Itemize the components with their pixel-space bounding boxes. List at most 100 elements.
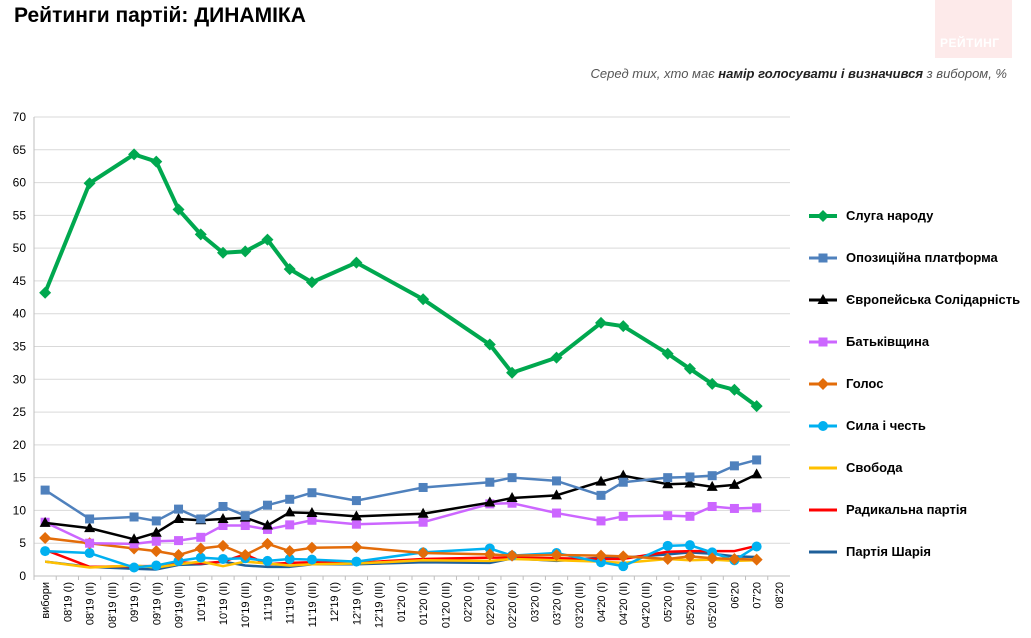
series-0-line xyxy=(43,152,758,408)
x-tick-label: 08'19 (II) xyxy=(85,582,97,625)
y-tick-label: 10 xyxy=(13,503,27,517)
logo-text: РЕЙТИНГ xyxy=(940,36,1000,50)
x-tick-label: вибори xyxy=(40,582,52,619)
series-4-point xyxy=(417,547,430,560)
series-2-point xyxy=(728,478,740,489)
series-2-line xyxy=(44,473,758,541)
series-5-point xyxy=(662,540,673,551)
x-tick-label: 05'20 (III) xyxy=(707,582,719,628)
series-2-point xyxy=(128,533,140,544)
series-2-point xyxy=(417,507,429,518)
series-1-point xyxy=(418,482,428,492)
series-4-point xyxy=(550,549,563,562)
series-0-point xyxy=(550,351,563,364)
x-tick-label: 09'19 (II) xyxy=(151,582,163,625)
legend-swatch xyxy=(809,294,837,304)
series-0-point xyxy=(39,286,52,299)
series-5-point xyxy=(195,552,206,563)
y-tick-label: 20 xyxy=(13,438,27,452)
series-2-point xyxy=(484,496,496,507)
series-4-point xyxy=(172,549,185,562)
legend-label: Голос xyxy=(846,376,884,391)
series-0-point xyxy=(350,256,363,269)
legend-item: Партія Шарія xyxy=(808,542,1031,562)
series-3-point xyxy=(240,521,250,531)
x-tick-label: 10'19 (II) xyxy=(218,582,230,625)
series-3-point xyxy=(307,515,317,525)
legend-label: Батьківщина xyxy=(846,334,930,349)
x-tick-label: 04'20 (I) xyxy=(596,582,608,622)
series-1-point xyxy=(196,514,206,524)
x-tick-label: 08'19 (III) xyxy=(107,582,119,628)
series-3-point xyxy=(663,511,673,521)
series-0-point xyxy=(706,377,719,390)
x-tick-label: 01'20 (III) xyxy=(440,582,452,628)
series-3-point xyxy=(418,517,428,527)
legend-item: Голос xyxy=(808,374,1031,394)
series-2-point xyxy=(284,506,296,517)
series-2-point xyxy=(551,489,563,500)
legend-swatch xyxy=(809,466,837,470)
legend-item: Слуга народу xyxy=(808,206,1031,226)
y-tick-label: 50 xyxy=(13,241,27,255)
series-4-point xyxy=(617,550,630,563)
x-tick-label: 05'20 (I) xyxy=(663,582,675,622)
series-0-point xyxy=(194,228,207,241)
series-0-point xyxy=(483,338,496,351)
series-0-point xyxy=(683,362,696,375)
legend-swatch xyxy=(809,378,837,390)
legend-swatch xyxy=(809,210,837,222)
legend-item: Сила і честь xyxy=(808,416,1031,436)
series-1-point xyxy=(262,500,272,510)
series-2-point xyxy=(595,475,607,486)
series-0-point xyxy=(239,245,252,258)
page-title: Рейтинги партій: ДИНАМІКА xyxy=(14,4,306,27)
x-tick-label: 10'19 (III) xyxy=(240,582,252,628)
x-tick-label: 04'20 (III) xyxy=(640,582,652,628)
legend-swatch-marker xyxy=(817,294,829,304)
series-1-point xyxy=(618,477,628,487)
series-1-point xyxy=(729,461,739,471)
series-4-point xyxy=(239,549,252,562)
series-4-point xyxy=(150,545,163,558)
y-tick-label: 60 xyxy=(13,176,27,190)
series-1-point xyxy=(151,516,161,526)
y-tick-label: 15 xyxy=(13,471,27,485)
legend-label: Радикальна партія xyxy=(846,502,968,517)
legend-swatch-marker xyxy=(818,253,828,263)
series-3-point xyxy=(552,508,562,518)
series-2-point xyxy=(217,512,229,523)
legend-swatch xyxy=(809,421,837,431)
series-4-point xyxy=(350,541,363,554)
series-3-point xyxy=(218,521,228,531)
x-tick-label: 04'20 (II) xyxy=(618,582,630,625)
series-1-point xyxy=(596,490,606,500)
series-4-point xyxy=(483,548,496,561)
series-3-point xyxy=(351,519,361,529)
legend-item: Свобода xyxy=(808,458,1031,478)
series-3-point xyxy=(151,536,161,546)
series-1-point xyxy=(40,485,50,495)
series-2-point xyxy=(662,478,674,489)
series-5-point xyxy=(684,540,695,551)
legend-item: Радикальна партія xyxy=(808,500,1031,520)
y-tick-label: 30 xyxy=(13,372,27,386)
series-1-point xyxy=(307,488,317,498)
legend-swatch-marker xyxy=(818,421,828,431)
x-tick-label: 12'19 (III) xyxy=(374,582,386,628)
series-0-point xyxy=(506,366,519,379)
subtitle-emphasis: намір голосувати і визначився xyxy=(718,66,924,81)
series-2-point xyxy=(173,512,185,523)
series-3-point xyxy=(685,511,695,521)
series-3-point xyxy=(507,498,517,508)
y-tick-label: 40 xyxy=(13,307,27,321)
x-tick-label: 02'20 (II) xyxy=(485,582,497,625)
series-1-line xyxy=(44,458,757,523)
series-2-point xyxy=(506,491,518,502)
series-1-point xyxy=(285,494,295,504)
series-1-point xyxy=(240,511,250,521)
series-5-point xyxy=(129,562,140,573)
series-4-point xyxy=(305,541,318,554)
series-0-point xyxy=(261,233,274,246)
